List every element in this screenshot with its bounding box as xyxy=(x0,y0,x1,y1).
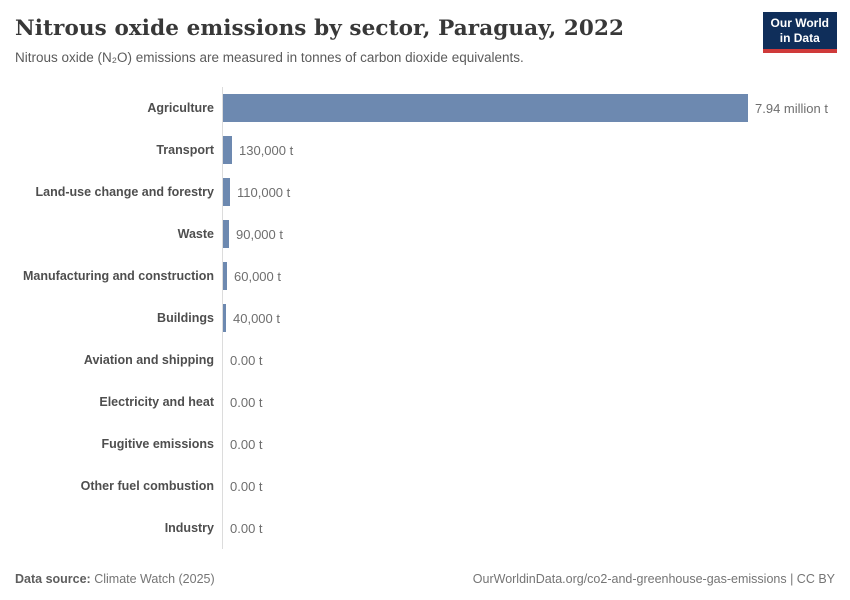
bar-chart-row: Other fuel combustion 0.00 t xyxy=(15,465,835,507)
bar-value-label: 7.94 million t xyxy=(755,100,828,116)
bar-value-label: 110,000 t xyxy=(237,184,291,200)
category-label: Industry xyxy=(164,521,214,535)
bar-track: 110,000 t xyxy=(222,171,835,213)
bar-track: 60,000 t xyxy=(222,255,835,297)
bar xyxy=(223,220,229,248)
bar-chart-row: Manufacturing and construction 60,000 t xyxy=(15,255,835,297)
bar-chart-row: Fugitive emissions 0.00 t xyxy=(15,423,835,465)
bar-track: 0.00 t xyxy=(222,339,835,381)
bar-track: 0.00 t xyxy=(222,507,835,549)
bar-track: 0.00 t xyxy=(222,423,835,465)
bar xyxy=(223,262,227,290)
category-label: Electricity and heat xyxy=(99,395,214,409)
bar xyxy=(223,94,748,122)
bar xyxy=(223,178,230,206)
bar-chart-row: Agriculture 7.94 million t xyxy=(15,87,835,129)
bar-value-label: 90,000 t xyxy=(236,226,283,242)
bar-value-label: 130,000 t xyxy=(239,142,294,158)
bar-chart-row: Land-use change and forestry 110,000 t xyxy=(15,171,835,213)
category-label: Transport xyxy=(156,143,214,157)
bar-track: 0.00 t xyxy=(222,465,835,507)
owid-logo[interactable]: Our World in Data xyxy=(762,12,837,53)
category-label: Other fuel combustion xyxy=(80,479,214,493)
page-title: Nitrous oxide emissions by sector, Parag… xyxy=(15,16,625,41)
bar-value-label: 0.00 t xyxy=(230,478,263,494)
category-label: Manufacturing and construction xyxy=(23,269,214,283)
category-label: Buildings xyxy=(157,311,214,325)
data-source-note: Data source: Climate Watch (2025) xyxy=(15,572,215,586)
chart-header: Nitrous oxide emissions by sector, Parag… xyxy=(15,0,837,65)
bar-chart-row: Buildings 40,000 t xyxy=(15,297,835,339)
owid-logo-line1: Our World xyxy=(770,16,829,30)
bar-value-label: 0.00 t xyxy=(230,352,263,368)
category-label: Aviation and shipping xyxy=(83,353,214,367)
owid-logo-line2: in Data xyxy=(779,31,820,45)
bar xyxy=(223,136,232,164)
data-source-label: Data source: xyxy=(15,572,91,586)
bar-track: 130,000 t xyxy=(222,129,835,171)
bar-chart-row: Transport 130,000 t xyxy=(15,129,835,171)
category-label: Agriculture xyxy=(147,101,214,115)
bar-track: 90,000 t xyxy=(222,213,835,255)
bar-chart-row: Aviation and shipping 0.00 t xyxy=(15,339,835,381)
bar-chart-row: Waste 90,000 t xyxy=(15,213,835,255)
bar-chart-row: Industry 0.00 t xyxy=(15,507,835,549)
category-label: Waste xyxy=(177,227,214,241)
bar-chart-row: Electricity and heat 0.00 t xyxy=(15,381,835,423)
bar-chart: Agriculture 7.94 million t Transport 130… xyxy=(15,87,835,549)
bar-value-label: 0.00 t xyxy=(230,394,263,410)
bar-track: 40,000 t xyxy=(222,297,835,339)
bar-track: 0.00 t xyxy=(222,381,835,423)
chart-footer: Data source: Climate Watch (2025) OurWor… xyxy=(15,572,835,586)
bar-value-label: 40,000 t xyxy=(233,310,280,326)
bar-value-label: 0.00 t xyxy=(230,520,263,536)
data-source-value: Climate Watch (2025) xyxy=(94,572,215,586)
bar-value-label: 0.00 t xyxy=(230,436,263,452)
owid-link[interactable]: OurWorldinData.org/co2-and-greenhouse-ga… xyxy=(472,572,835,586)
category-label: Land-use change and forestry xyxy=(35,185,214,199)
bar-track: 7.94 million t xyxy=(222,87,835,129)
page-subtitle: Nitrous oxide (N₂O) emissions are measur… xyxy=(15,50,524,65)
bar-value-label: 60,000 t xyxy=(234,268,281,284)
category-label: Fugitive emissions xyxy=(101,437,214,451)
bar xyxy=(223,304,226,332)
